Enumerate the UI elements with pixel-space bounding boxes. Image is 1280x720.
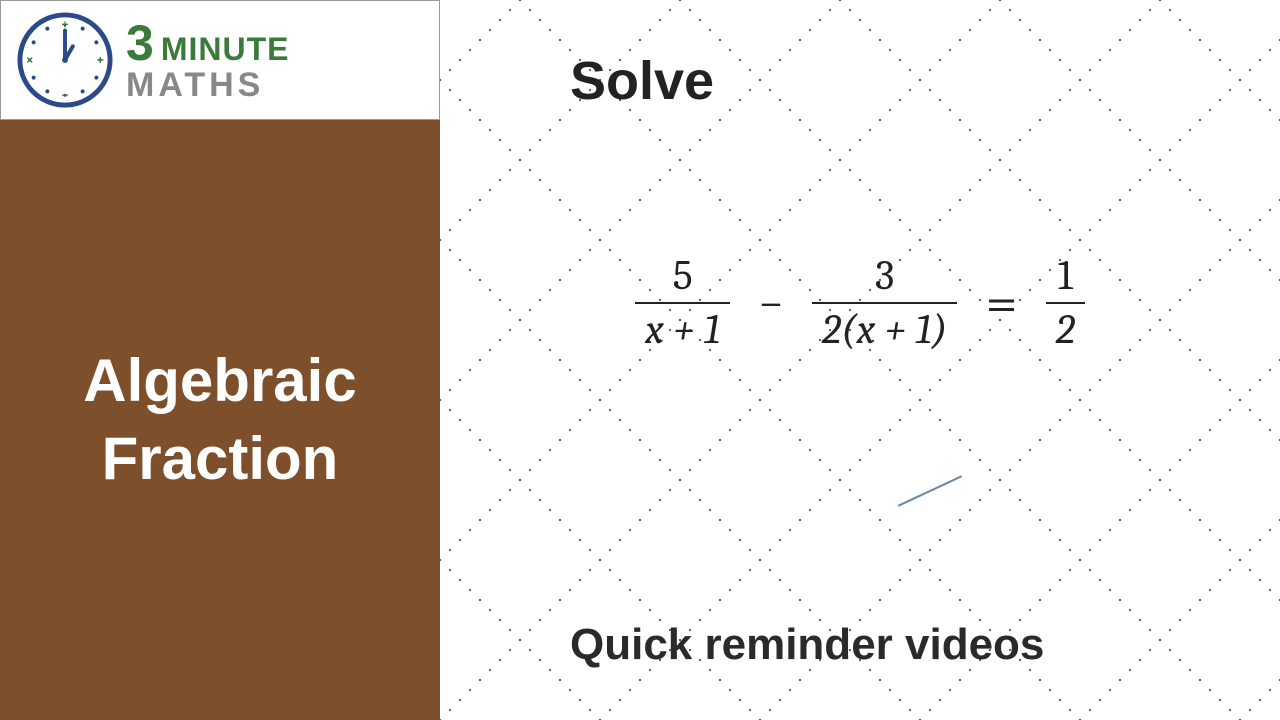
title-line2: Fraction	[102, 420, 339, 498]
logo-text: 3 MINUTE MATHS	[126, 18, 289, 102]
clock-icon: ÷ + − ×	[16, 11, 114, 109]
svg-text:×: ×	[26, 54, 33, 67]
frac1-numerator: 5	[663, 252, 703, 302]
equals-operator: =	[985, 270, 1017, 337]
svg-text:+: +	[97, 54, 104, 67]
fraction-3: 1 2	[1046, 252, 1085, 355]
right-panel: Solve 5 x + 1 − 3 2(x + 1) = 1 2 Quick r	[440, 0, 1280, 720]
fraction-1: 5 x + 1	[635, 252, 730, 355]
svg-text:−: −	[62, 89, 69, 102]
slide-container: ÷ + − × 3 MINUTE MATHS Algebraic Fractio…	[0, 0, 1280, 720]
frac2-numerator: 3	[865, 252, 904, 302]
logo-number: 3	[126, 18, 155, 68]
logo-word2: MATHS	[126, 68, 289, 102]
heading-solve: Solve	[570, 50, 1240, 112]
content-area: Solve 5 x + 1 − 3 2(x + 1) = 1 2 Quick r	[440, 0, 1280, 720]
frac1-denominator: x + 1	[635, 302, 730, 354]
minus-operator: −	[758, 277, 783, 330]
frac2-denominator: 2(x + 1)	[812, 302, 958, 354]
logo-word1: MINUTE	[161, 33, 290, 65]
logo-box: ÷ + − × 3 MINUTE MATHS	[0, 0, 440, 120]
equation: 5 x + 1 − 3 2(x + 1) = 1 2	[480, 252, 1240, 355]
title-line1: Algebraic	[83, 342, 356, 420]
frac3-numerator: 1	[1048, 252, 1083, 302]
frac3-denominator: 2	[1046, 302, 1085, 354]
left-panel: ÷ + − × 3 MINUTE MATHS Algebraic Fractio…	[0, 0, 440, 720]
title-block: Algebraic Fraction	[0, 120, 440, 720]
footer-text: Quick reminder videos	[570, 620, 1240, 670]
fraction-2: 3 2(x + 1)	[812, 252, 958, 355]
scribble-mark	[898, 475, 962, 506]
